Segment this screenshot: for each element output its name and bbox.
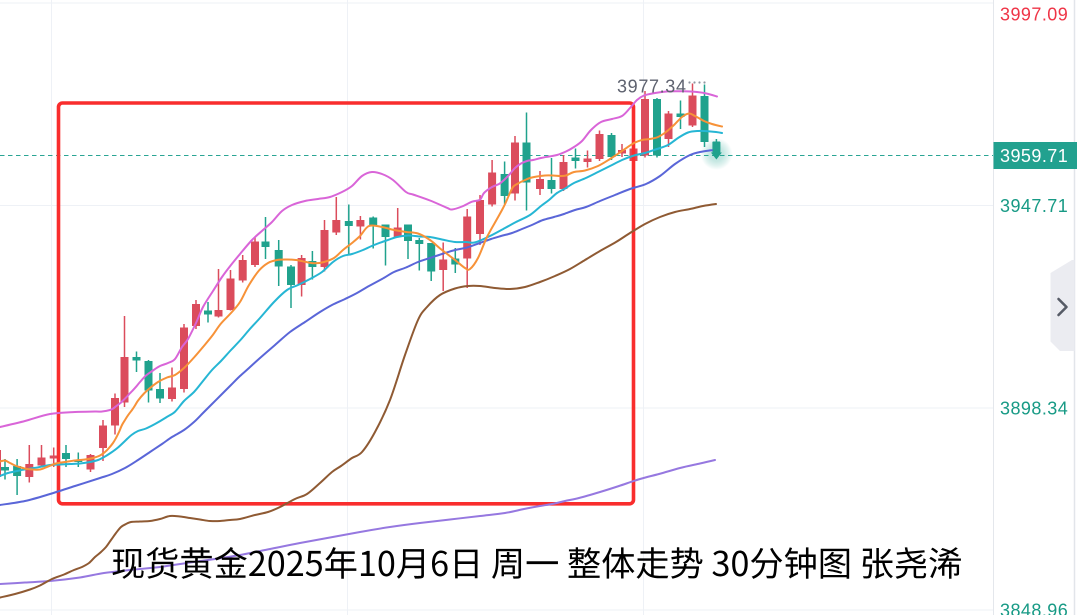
- svg-text:3997.09: 3997.09: [1000, 4, 1068, 24]
- svg-text:3947.71: 3947.71: [1000, 196, 1068, 216]
- svg-text:3959.71: 3959.71: [1000, 146, 1068, 166]
- svg-text:3977.34: 3977.34: [617, 77, 687, 97]
- svg-text:3898.34: 3898.34: [1000, 398, 1068, 418]
- svg-text:3848.96: 3848.96: [1000, 600, 1068, 615]
